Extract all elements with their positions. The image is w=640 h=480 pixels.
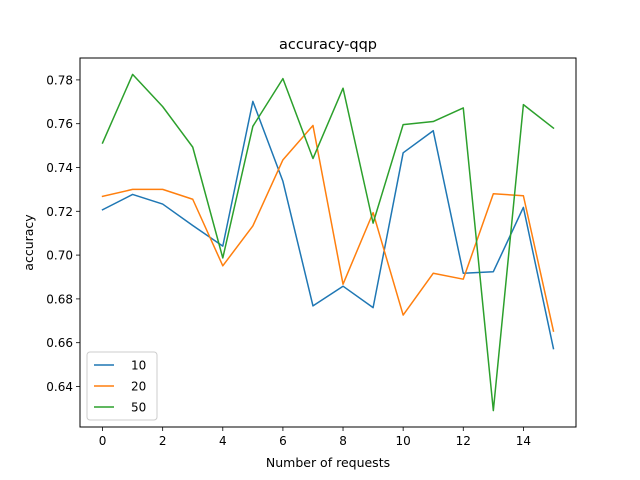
y-tick-label: 0.76 [46, 117, 73, 131]
x-tick-label: 8 [339, 434, 347, 448]
y-tick-label: 0.78 [46, 73, 73, 87]
x-axis: 0 2 4 6 8 10 12 14 [99, 427, 531, 448]
x-tick-label: 10 [396, 434, 411, 448]
legend-label-10: 10 [131, 359, 146, 373]
y-tick-label: 0.68 [46, 292, 73, 306]
plot-frame [79, 57, 577, 428]
x-tick-label: 4 [219, 434, 227, 448]
y-tick-label: 0.74 [46, 161, 73, 175]
legend-label-20: 20 [131, 380, 146, 394]
x-tick-label: 12 [456, 434, 471, 448]
x-tick-label: 2 [159, 434, 167, 448]
legend: 10 20 50 [86, 351, 158, 421]
chart-title: accuracy-qqp [279, 37, 377, 53]
y-tick-label: 0.70 [46, 249, 73, 263]
y-axis-label: accuracy [21, 214, 36, 271]
series-line-50 [101, 73, 555, 412]
y-tick-label: 0.72 [46, 205, 73, 219]
legend-label-50: 50 [131, 401, 146, 415]
y-axis: 0.64 0.66 0.68 0.70 0.72 0.74 0.76 0.78 [46, 73, 80, 394]
x-tick-label: 6 [279, 434, 287, 448]
x-tick-label: 0 [99, 434, 107, 448]
y-tick-label: 0.66 [46, 336, 73, 350]
x-tick-label: 14 [516, 434, 531, 448]
series-line-20 [101, 124, 555, 332]
series-layer [101, 73, 555, 412]
legend-box [86, 351, 158, 421]
y-tick-label: 0.64 [46, 380, 73, 394]
series-line-10 [101, 100, 555, 350]
x-axis-label: Number of requests [266, 455, 390, 470]
